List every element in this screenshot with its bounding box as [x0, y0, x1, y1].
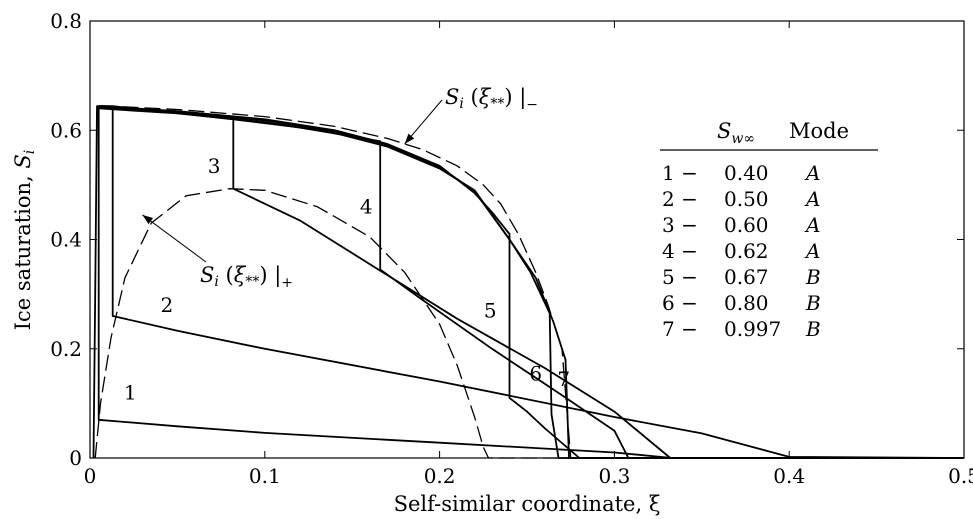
legend-row-number: 7 − — [662, 317, 698, 341]
curve-label: 3 — [208, 154, 221, 178]
x-tick-label: 0.5 — [948, 464, 973, 488]
legend-row-mode: B — [805, 291, 821, 315]
x-tick-label: 0.2 — [424, 464, 456, 488]
legend-row-number: 6 − — [662, 291, 698, 315]
curve-label: 4 — [360, 195, 373, 219]
legend-row-mode: A — [804, 213, 820, 237]
curve-label: 5 — [484, 299, 497, 323]
legend-row-swinf: 0.40 — [724, 161, 769, 185]
x-axis-label-text: Self-similar coordinate, ξ — [394, 492, 661, 516]
x-axis-ticks: 0 0.1 0.2 0.3 0.4 0.5 — [84, 21, 973, 488]
boundary-curve-dashed-8 — [94, 188, 615, 459]
x-tick-label: 0.4 — [773, 464, 805, 488]
legend-rows: 1 − 0.40 A 2 − 0.50 A 3 − 0.60 A 4 − 0.62 A 5 − 0.67 B… — [662, 161, 821, 341]
annotation-lower: Si (ξ**) |+ — [200, 263, 293, 291]
y-axis-ticks: 0 0.2 0.4 0.6 0.8 — [50, 9, 964, 470]
y-tick-label: 0.2 — [50, 337, 82, 361]
legend-row-number: 1 − — [662, 161, 698, 185]
legend-row-swinf: 0.50 — [724, 187, 769, 211]
annotations: Si (ξ**) |− Si (ξ**) |+ — [142, 85, 538, 291]
y-tick-label: 0 — [69, 446, 82, 470]
legend: Sw∞ Mode 1 − 0.40 A 2 − 0.50 A 3 − 0.60 A 4 − 0.62… — [660, 119, 878, 341]
y-tick-label: 0.8 — [50, 9, 82, 33]
y-axis-label: Ice saturation, Si — [11, 150, 38, 331]
legend-row-mode: B — [805, 265, 821, 289]
legend-header-mode: Mode — [789, 119, 849, 143]
legend-row-number: 3 − — [662, 213, 698, 237]
legend-row-mode: B — [805, 317, 821, 341]
plot-area-border — [89, 20, 965, 459]
annotation-arrows — [142, 99, 443, 263]
y-tick-label: 0.6 — [50, 118, 82, 142]
curve-label: 7 — [557, 367, 570, 391]
annotation-upper: Si (ξ**) |− — [445, 85, 538, 113]
series-line-2 — [98, 105, 965, 459]
curve-label: 1 — [124, 380, 137, 404]
plot-frame — [89, 20, 965, 459]
legend-row-swinf: 0.62 — [724, 239, 769, 263]
y-axis-label-text: Ice saturation, Si — [11, 150, 38, 331]
series-line-3 — [112, 105, 964, 459]
x-tick-label: 0.3 — [598, 464, 630, 488]
y-tick-label: 0.4 — [50, 228, 82, 252]
legend-header-swinf: Sw∞ — [717, 119, 755, 147]
series-line-4 — [233, 118, 964, 459]
x-tick-label: 0.1 — [249, 464, 281, 488]
x-tick-label: 0 — [84, 464, 97, 488]
boundary-curve-dashed-7 — [100, 105, 572, 459]
annotation-lower-arrow — [142, 214, 207, 263]
legend-row-number: 2 − — [662, 187, 698, 211]
curve-label: 2 — [161, 293, 174, 317]
curve-labels: 1 2 3 4 5 6 7 — [124, 154, 570, 405]
legend-row-swinf: 0.80 — [724, 291, 769, 315]
annotation-upper-arrow-head — [404, 133, 415, 144]
annotation-lower-arrow-head — [142, 214, 153, 225]
legend-row-number: 4 − — [662, 239, 698, 263]
x-axis-label: Self-similar coordinate, ξ — [394, 492, 661, 516]
legend-row-mode: A — [804, 161, 820, 185]
series-curves — [92, 105, 965, 459]
legend-row-swinf: 0.997 — [724, 317, 781, 341]
series-line-1 — [92, 105, 964, 459]
legend-row-number: 5 − — [662, 265, 698, 289]
curve-label: 6 — [529, 361, 542, 385]
legend-row-mode: A — [804, 239, 820, 263]
legend-row-mode: A — [804, 187, 820, 211]
series-line-7 — [98, 107, 964, 459]
legend-row-swinf: 0.67 — [724, 265, 769, 289]
legend-row-swinf: 0.60 — [724, 213, 769, 237]
